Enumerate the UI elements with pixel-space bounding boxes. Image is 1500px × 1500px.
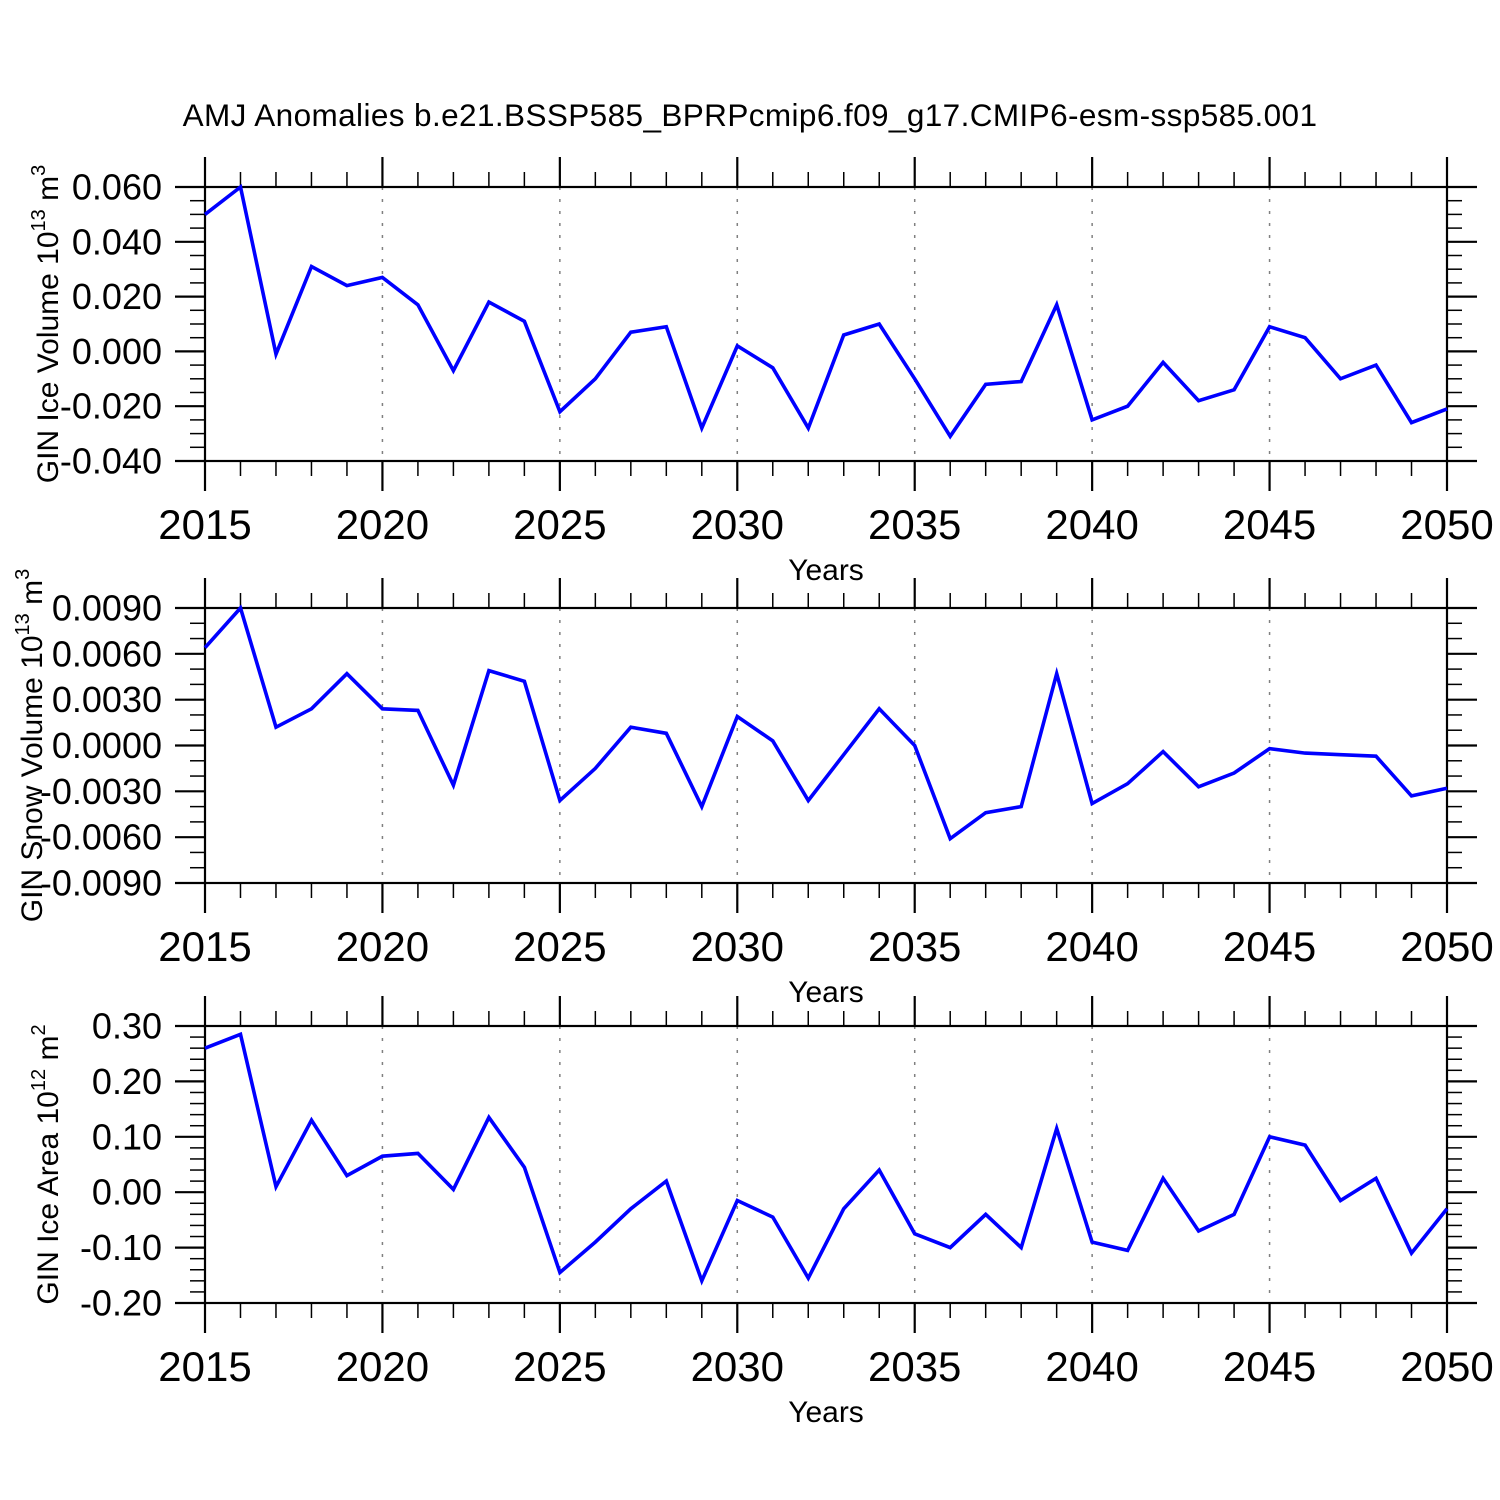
x-axis-title: Years — [788, 1396, 864, 1429]
y-axis-title: GIN Ice Volume 1013 m3 — [28, 165, 65, 484]
y-axis-title: GIN Snow Volume 1013 m3 — [12, 569, 49, 923]
x-tick-label: 2020 — [336, 1343, 429, 1390]
x-tick-label: 2030 — [691, 1343, 784, 1390]
x-axis-title: Years — [788, 976, 864, 1009]
data-line-gin-snow-volume — [203, 604, 1448, 842]
x-tick-label: 2020 — [336, 501, 429, 548]
data-line-gin-ice-area — [204, 1031, 1449, 1286]
x-tick-label: 2050 — [1400, 923, 1493, 970]
y-tick-label: 0.040 — [72, 221, 162, 262]
x-tick-label: 2015 — [158, 923, 251, 970]
x-tick-label: 2035 — [868, 501, 961, 548]
x-tick-label: 2025 — [513, 923, 606, 970]
x-tick-label: 2045 — [1223, 1343, 1316, 1390]
y-tick-label: -0.10 — [80, 1227, 162, 1268]
x-tick-label: 2035 — [868, 923, 961, 970]
y-tick-label: 0.0090 — [52, 588, 162, 629]
y-tick-label: -0.0060 — [40, 817, 162, 858]
x-tick-label: 2050 — [1400, 501, 1493, 548]
x-tick-label: 2020 — [336, 923, 429, 970]
y-tick-label: 0.00 — [92, 1172, 162, 1213]
x-tick-label: 2045 — [1223, 923, 1316, 970]
data-line-gin-ice-volume — [203, 183, 1448, 440]
y-tick-label: 0.060 — [72, 167, 162, 208]
x-tick-label: 2040 — [1045, 1343, 1138, 1390]
panel-3-frame — [203, 1024, 1449, 1305]
panel-2-frame — [203, 606, 1449, 885]
y-tick-label: -0.0030 — [40, 771, 162, 812]
y-tick-label: 0.0000 — [52, 725, 162, 766]
y-axis-title: GIN Ice Area 1012 m2 — [28, 1024, 65, 1304]
y-tick-label: 0.10 — [92, 1116, 162, 1157]
x-tick-label: 2030 — [691, 501, 784, 548]
x-tick-label: 2025 — [513, 501, 606, 548]
x-tick-label: 2015 — [158, 501, 251, 548]
x-tick-label: 2050 — [1400, 1343, 1493, 1390]
x-tick-label: 2040 — [1045, 501, 1138, 548]
x-axis-title: Years — [788, 554, 864, 587]
y-tick-label: -0.20 — [80, 1283, 162, 1324]
y-tick-label: -0.0090 — [40, 863, 162, 904]
y-tick-label: 0.20 — [92, 1061, 162, 1102]
x-tick-label: 2015 — [158, 1343, 251, 1390]
y-tick-label: 0.020 — [72, 276, 162, 317]
x-tick-label: 2040 — [1045, 923, 1138, 970]
x-tick-label: 2030 — [691, 923, 784, 970]
y-tick-label: -0.020 — [60, 386, 162, 427]
panel-1-frame — [203, 185, 1449, 463]
x-tick-label: 2025 — [513, 1343, 606, 1390]
y-tick-label: 0.0030 — [52, 679, 162, 720]
y-tick-label: -0.040 — [60, 441, 162, 482]
x-tick-label: 2045 — [1223, 501, 1316, 548]
y-tick-label: 0.0060 — [52, 633, 162, 674]
chart-title: AMJ Anomalies b.e21.BSSP585_BPRPcmip6.f0… — [182, 97, 1318, 133]
x-tick-label: 2035 — [868, 1343, 961, 1390]
y-tick-label: 0.000 — [72, 331, 162, 372]
y-tick-label: 0.30 — [92, 1006, 162, 1047]
